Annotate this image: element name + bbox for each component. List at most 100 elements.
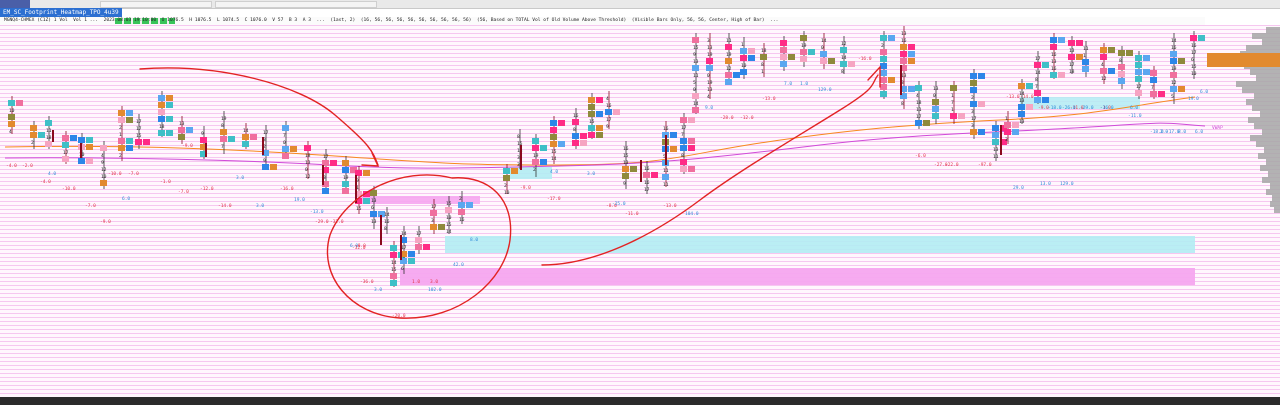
footprint-cell[interactable] — [1034, 90, 1041, 96]
footprint-cell[interactable] — [532, 145, 539, 151]
footprint-cell[interactable] — [970, 80, 977, 86]
footprint-cell[interactable] — [8, 121, 15, 127]
footprint-cell[interactable] — [800, 56, 807, 62]
footprint-cell[interactable] — [1108, 47, 1115, 53]
footprint-cell[interactable] — [1143, 55, 1150, 61]
footprint-cell[interactable] — [1100, 68, 1107, 74]
footprint-cell[interactable] — [692, 65, 699, 71]
footprint-cell[interactable] — [390, 280, 397, 286]
footprint-cell[interactable] — [415, 244, 422, 250]
footprint-cell[interactable] — [1082, 59, 1089, 65]
footprint-cell[interactable] — [178, 134, 185, 140]
footprint-cell[interactable] — [780, 54, 787, 60]
footprint-cell[interactable] — [706, 65, 713, 71]
footprint-cell[interactable] — [126, 145, 133, 151]
footprint-cell[interactable] — [588, 111, 595, 117]
footprint-cell[interactable] — [540, 145, 547, 151]
footprint-cell[interactable] — [330, 160, 337, 166]
footprint-cell[interactable] — [78, 137, 85, 143]
footprint-cell[interactable] — [992, 139, 999, 145]
footprint-cell[interactable] — [725, 44, 732, 50]
footprint-cell[interactable] — [45, 141, 52, 147]
footprint-cell[interactable] — [322, 167, 329, 173]
footprint-cell[interactable] — [45, 120, 52, 126]
footprint-cell[interactable] — [186, 127, 193, 133]
footprint-cell[interactable] — [423, 244, 430, 250]
footprint-cell[interactable] — [820, 58, 827, 64]
footprint-cell[interactable] — [992, 125, 999, 131]
footprint-cell[interactable] — [408, 258, 415, 264]
footprint-cell[interactable] — [572, 119, 579, 125]
footprint-cell[interactable] — [30, 125, 37, 131]
footprint-cell[interactable] — [970, 73, 977, 79]
footprint-cell[interactable] — [178, 127, 185, 133]
footprint-cell[interactable] — [1150, 77, 1157, 83]
footprint-cell[interactable] — [780, 61, 787, 67]
footprint-cell[interactable] — [1135, 90, 1142, 96]
footprint-cell[interactable] — [572, 133, 579, 139]
footprint-cell[interactable] — [932, 113, 939, 119]
footprint-cell[interactable] — [126, 138, 133, 144]
footprint-cell[interactable] — [200, 137, 207, 143]
footprint-cell[interactable] — [250, 134, 257, 140]
footprint-cell[interactable] — [820, 51, 827, 57]
footprint-cell[interactable] — [880, 84, 887, 90]
drawn-arrow-bottom[interactable] — [541, 65, 881, 266]
footprint-cell[interactable] — [550, 141, 557, 147]
footprint-cell[interactable] — [166, 130, 173, 136]
footprint-cell[interactable] — [100, 180, 107, 186]
footprint-cell[interactable] — [880, 56, 887, 62]
footprint-cell[interactable] — [262, 150, 269, 156]
footprint-cell[interactable] — [166, 95, 173, 101]
footprint-cell[interactable] — [363, 191, 370, 197]
footprint-cell[interactable] — [970, 129, 977, 135]
footprint-cell[interactable] — [725, 79, 732, 85]
footprint-cell[interactable] — [1004, 129, 1011, 135]
footprint-cell[interactable] — [908, 58, 915, 64]
footprint-cell[interactable] — [1000, 125, 1007, 131]
footprint-cell[interactable] — [1118, 64, 1125, 70]
footprint-cell[interactable] — [540, 159, 547, 165]
footprint-cell[interactable] — [1018, 83, 1025, 89]
footprint-cell[interactable] — [670, 146, 677, 152]
footprint-cell[interactable] — [923, 120, 930, 126]
footprint-cell[interactable] — [978, 129, 985, 135]
footprint-cell[interactable] — [1143, 69, 1150, 75]
footprint-cell[interactable] — [908, 51, 915, 57]
footprint-cell[interactable] — [100, 145, 107, 151]
footprint-cell[interactable] — [408, 251, 415, 257]
footprint-cell[interactable] — [888, 77, 895, 83]
footprint-cell[interactable] — [1135, 69, 1142, 75]
footprint-cell[interactable] — [550, 120, 557, 126]
footprint-cell[interactable] — [1050, 37, 1057, 43]
footprint-cell[interactable] — [706, 58, 713, 64]
footprint-cell[interactable] — [290, 146, 297, 152]
footprint-cell[interactable] — [400, 258, 407, 264]
footprint-cell[interactable] — [342, 188, 349, 194]
footprint-cell[interactable] — [1034, 97, 1041, 103]
toolbar-menu-button[interactable] — [0, 0, 30, 8]
footprint-cell[interactable] — [596, 132, 603, 138]
footprint-cell[interactable] — [1042, 97, 1049, 103]
footprint-cell[interactable] — [38, 132, 45, 138]
footprint-cell[interactable] — [1076, 40, 1083, 46]
footprint-cell[interactable] — [725, 58, 732, 64]
footprint-cell[interactable] — [118, 138, 125, 144]
footprint-cell[interactable] — [355, 191, 362, 197]
footprint-cell[interactable] — [1190, 35, 1197, 41]
footprint-cell[interactable] — [400, 237, 407, 243]
footprint-cell[interactable] — [62, 156, 69, 162]
footprint-cell[interactable] — [1150, 91, 1157, 97]
footprint-cell[interactable] — [350, 167, 357, 173]
footprint-cell[interactable] — [363, 170, 370, 176]
footprint-cell[interactable] — [355, 198, 362, 204]
footprint-cell[interactable] — [978, 73, 985, 79]
footprint-cell[interactable] — [880, 91, 887, 97]
footprint-cell[interactable] — [572, 140, 579, 146]
footprint-cell[interactable] — [688, 166, 695, 172]
footprint-cell[interactable] — [390, 252, 397, 258]
footprint-cell[interactable] — [400, 251, 407, 257]
footprint-cell[interactable] — [643, 172, 650, 178]
footprint-cell[interactable] — [1108, 68, 1115, 74]
footprint-cell[interactable] — [1050, 72, 1057, 78]
